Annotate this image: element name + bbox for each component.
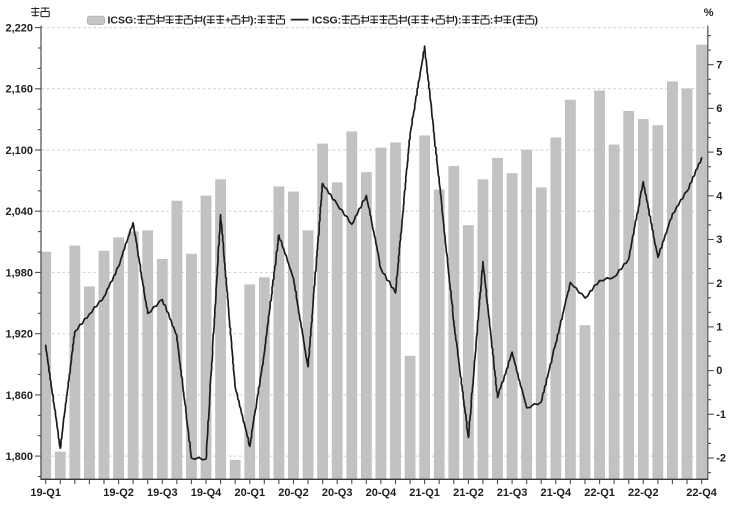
svg-text:):: ):: [250, 14, 257, 26]
svg-text:1,800: 1,800: [5, 451, 33, 463]
svg-text:19-Q3: 19-Q3: [147, 487, 178, 499]
svg-text:(: (: [407, 14, 411, 26]
svg-text:19-Q4: 19-Q4: [191, 487, 222, 499]
svg-text:1,860: 1,860: [5, 390, 33, 402]
svg-text:2,100: 2,100: [5, 145, 33, 157]
svg-text:ICSG:: ICSG:: [312, 14, 341, 26]
svg-text:+: +: [430, 14, 436, 26]
svg-text:22-Q1: 22-Q1: [584, 487, 615, 499]
svg-text:20-Q3: 20-Q3: [322, 487, 353, 499]
svg-text::: :: [490, 14, 494, 26]
svg-text:-1: -1: [716, 409, 726, 421]
svg-text:22-Q4: 22-Q4: [686, 487, 717, 499]
svg-text:2,160: 2,160: [5, 84, 33, 96]
svg-text:2,040: 2,040: [5, 206, 33, 218]
svg-text:7: 7: [716, 59, 722, 71]
svg-text:6: 6: [716, 103, 722, 115]
svg-text:):: ):: [455, 14, 462, 26]
svg-text:(: (: [512, 14, 516, 26]
svg-text:-2: -2: [716, 453, 726, 465]
svg-text:21-Q4: 21-Q4: [541, 487, 572, 499]
svg-text:0: 0: [716, 365, 722, 377]
svg-text:+: +: [225, 14, 231, 26]
svg-text:22-Q2: 22-Q2: [628, 487, 659, 499]
svg-text:21-Q1: 21-Q1: [409, 487, 440, 499]
svg-text:(: (: [203, 14, 207, 26]
svg-text:5: 5: [716, 147, 722, 159]
svg-text:21-Q3: 21-Q3: [497, 487, 528, 499]
svg-text:2: 2: [716, 278, 722, 290]
svg-text:4: 4: [716, 190, 723, 202]
svg-text:%: %: [704, 7, 714, 19]
svg-text:ICSG:: ICSG:: [108, 14, 137, 26]
svg-text:): ): [535, 14, 539, 26]
svg-text:2,220: 2,220: [5, 23, 33, 35]
svg-text:20-Q4: 20-Q4: [366, 487, 397, 499]
svg-text:21-Q2: 21-Q2: [453, 487, 484, 499]
svg-text:1: 1: [716, 322, 722, 334]
svg-text:19-Q2: 19-Q2: [103, 487, 134, 499]
svg-text:1,920: 1,920: [5, 329, 33, 341]
svg-text:1,980: 1,980: [5, 267, 33, 279]
svg-text:3: 3: [716, 234, 722, 246]
svg-text:19-Q1: 19-Q1: [30, 487, 61, 499]
svg-text:20-Q2: 20-Q2: [278, 487, 309, 499]
svg-text:20-Q1: 20-Q1: [235, 487, 266, 499]
